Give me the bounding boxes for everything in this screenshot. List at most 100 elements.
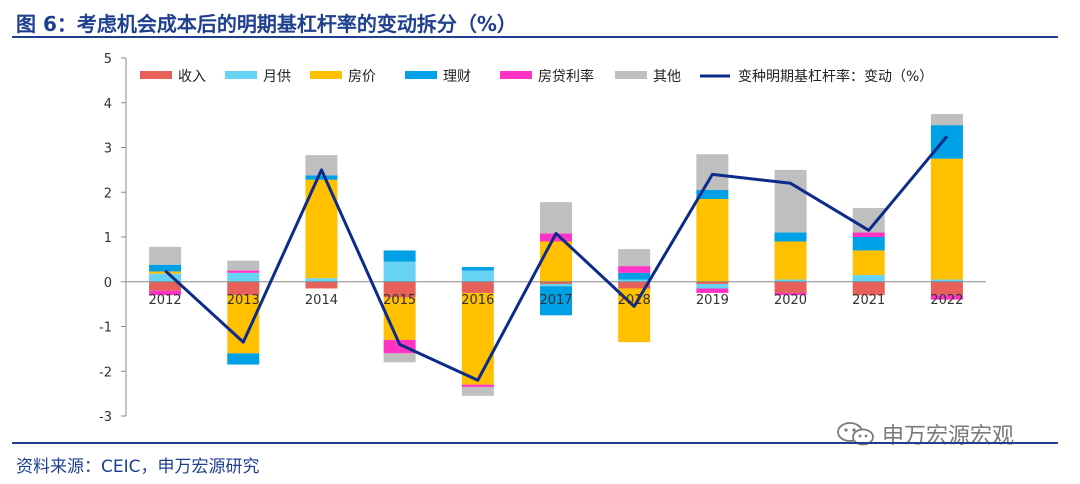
bar-segment — [696, 283, 729, 289]
bar-segment — [696, 154, 729, 191]
bar-segment — [305, 175, 338, 180]
source-note: 资料来源：CEIC，申万宏源研究 — [16, 457, 260, 477]
bar-segment — [305, 281, 338, 289]
bar-segment — [774, 169, 807, 233]
bar-segment — [930, 295, 963, 300]
bar-segment — [540, 286, 572, 316]
bar-segment — [618, 266, 651, 273]
y-tick-label: 4 — [104, 97, 112, 112]
bar-segment — [149, 290, 182, 296]
bar-segment — [930, 281, 963, 296]
y-tick-label: -2 — [99, 365, 112, 380]
bar-segment — [540, 281, 572, 284]
bar-segment — [305, 155, 338, 176]
bar-segment — [461, 270, 494, 282]
bar-segment — [461, 386, 494, 396]
bar-segment — [227, 281, 260, 296]
bar-segment — [149, 246, 182, 265]
legend-label: 变种明期基杠杆率：变动（%） — [738, 68, 933, 85]
bar-segment — [852, 250, 885, 276]
bar-segment — [618, 281, 651, 289]
x-tick-label: 2016 — [461, 293, 494, 308]
bar-segment — [461, 266, 494, 271]
bar-segment — [930, 125, 963, 159]
x-tick-label: 2020 — [774, 293, 807, 308]
y-tick-label: -3 — [99, 410, 112, 425]
bar-segment — [227, 353, 260, 365]
bar-segment — [227, 272, 260, 282]
bar-segment — [696, 281, 729, 284]
legend-label: 收入 — [178, 69, 206, 85]
legend-swatch — [615, 71, 647, 79]
x-tick-label: 2021 — [852, 293, 885, 308]
x-tick-label: 2012 — [149, 293, 182, 308]
y-tick-label: 3 — [104, 142, 112, 157]
line-layer — [164, 135, 949, 382]
bar-segment — [852, 275, 885, 282]
bar-segment — [930, 113, 963, 126]
bar-segment — [774, 232, 807, 242]
legend: 收入 月供 房价 理财 房贷利率 其他 变种明期基杠杆率：变动（%） — [140, 68, 933, 85]
bar-segment — [461, 384, 494, 387]
bar-segment — [461, 281, 494, 293]
y-tick-label: 1 — [104, 231, 112, 246]
legend-label: 月供 — [263, 69, 291, 85]
legend-label: 房价 — [348, 69, 376, 85]
legend-label: 其他 — [653, 69, 681, 85]
legend-swatch — [405, 71, 437, 79]
bar-segment — [227, 270, 260, 273]
watermark-text: 申万宏源宏观 — [882, 424, 1015, 449]
bar-segment — [305, 278, 338, 282]
x-tick-label: 2015 — [383, 293, 416, 308]
bar-segment — [461, 292, 494, 385]
bar-segment — [852, 281, 885, 296]
bar-segment — [774, 281, 807, 293]
x-tick-label: 2018 — [618, 293, 651, 308]
legend-swatch — [310, 71, 342, 79]
watermark: 申万宏源宏观 — [836, 418, 1014, 450]
bottom-rule — [12, 442, 1058, 444]
bar-segment — [618, 272, 651, 280]
bar-segment — [618, 279, 651, 282]
bar-segment — [540, 241, 572, 282]
bar-segment — [540, 233, 572, 242]
legend-swatch — [500, 71, 532, 79]
legend-label: 房贷利率 — [538, 68, 594, 85]
bar-segment — [696, 288, 729, 293]
x-tick-label: 2014 — [305, 293, 338, 308]
top-rule — [12, 36, 1058, 38]
bar-segment — [383, 261, 416, 282]
legend-swatch — [140, 71, 172, 79]
bar-segment — [383, 250, 416, 262]
bar-segment — [383, 339, 416, 354]
y-tick-label: 5 — [104, 52, 112, 67]
y-tick-label: 0 — [104, 276, 112, 291]
legend-label: 理财 — [443, 69, 471, 85]
bar-segment — [696, 190, 729, 199]
bar-segment — [149, 273, 182, 282]
bar-segment — [774, 241, 807, 280]
bar-segment — [852, 232, 885, 237]
axis-layer: -3 -2 -1 0 1 2 3 4 5 — [99, 52, 127, 425]
y-tick-label: -1 — [99, 321, 112, 336]
bar-segment — [383, 353, 416, 363]
y-tick-label: 2 — [104, 186, 112, 201]
bar-segment — [774, 292, 807, 296]
bar-segment — [930, 158, 963, 280]
legend-swatch — [225, 71, 257, 79]
bar-segment — [696, 198, 729, 282]
bar-segment — [774, 279, 807, 282]
bar-segment — [227, 260, 260, 271]
bar-segment — [149, 281, 182, 291]
x-tick-label: 2022 — [930, 293, 963, 308]
figure-title: 图 6：考虑机会成本后的明期基杠杆率的变动拆分（%） — [16, 12, 517, 36]
bar-segment — [383, 281, 416, 298]
x-tick-label: 2019 — [696, 293, 729, 308]
x-tick-label: 2013 — [227, 293, 260, 308]
bar-segment — [852, 237, 885, 251]
bar-segment — [618, 249, 651, 267]
bars-layer — [126, 113, 986, 396]
bar-segment — [540, 283, 572, 287]
bar-segment — [930, 279, 963, 282]
